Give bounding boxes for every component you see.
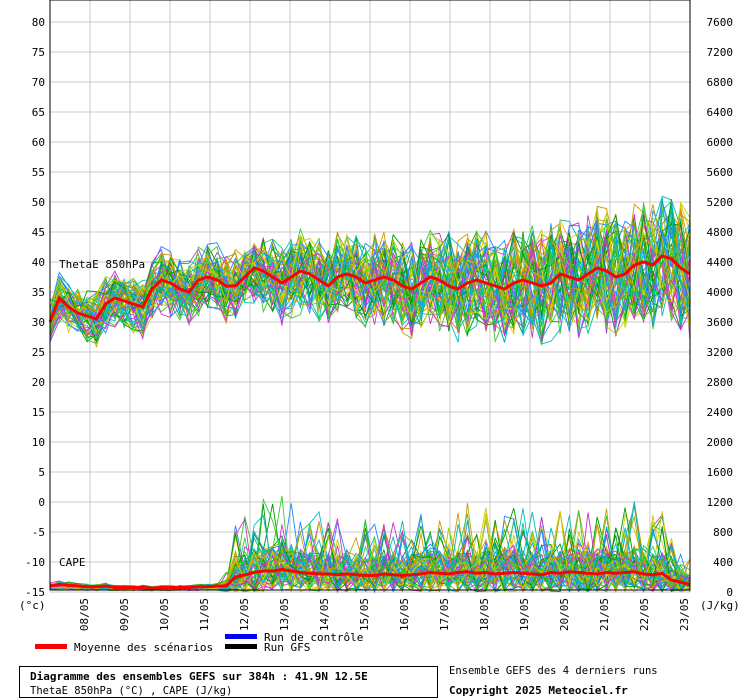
x-tick-label: 20/05: [558, 598, 571, 631]
left-tick-label: 35: [32, 286, 45, 299]
ensemble-member-thetae: [49, 205, 691, 329]
x-tick-label: 17/05: [438, 598, 451, 631]
right-tick-label: 2000: [707, 436, 734, 449]
legend-label-mean: Moyenne des scénarios: [74, 641, 213, 654]
left-tick-label: 75: [32, 46, 45, 59]
plot-frame: [49, 0, 691, 591]
x-axis-ticks: 08/05 09/05 10/05 11/05 12/05 13/05 14/05 15/05…: [78, 598, 691, 631]
ensemble-info: Ensemble GEFS des 4 derniers runs: [449, 665, 658, 677]
mean-thetae-line: [48, 254, 691, 323]
right-tick-label: 800: [713, 526, 733, 539]
left-tick-label: 60: [32, 136, 45, 149]
ensemble-member-thetae: [49, 199, 691, 330]
x-tick-label: 10/05: [158, 598, 171, 631]
left-tick-label: 55: [32, 166, 45, 179]
x-tick-label: 09/05: [118, 598, 131, 631]
chart-title: Diagramme des ensembles GEFS sur 384h : …: [30, 670, 368, 683]
thetae-annotation: ThetaE 850hPa: [59, 258, 145, 271]
left-tick-label: 5: [38, 466, 45, 479]
ensemble-members: [49, 195, 691, 594]
right-tick-label: 7200: [707, 46, 734, 59]
title-box: Diagramme des ensembles GEFS sur 384h : …: [19, 666, 438, 698]
ensemble-member-thetae: [49, 207, 691, 315]
right-tick-label: 1200: [707, 496, 734, 509]
left-tick-label: 70: [32, 76, 45, 89]
legend-label-gfs: Run GFS: [264, 641, 310, 654]
left-tick-label: 80: [32, 16, 45, 29]
legend-swatch-gfs: [225, 644, 257, 649]
legend-label-control: Run de contrôle: [264, 631, 363, 644]
ensemble-member-thetae: [49, 213, 691, 337]
x-tick-label: 18/05: [478, 598, 491, 631]
x-tick-label: 14/05: [318, 598, 331, 631]
right-tick-label: 2400: [707, 406, 734, 419]
x-tick-label: 19/05: [518, 598, 531, 631]
ensemble-member-thetae: [49, 213, 691, 317]
right-tick-label: 2800: [707, 376, 734, 389]
right-tick-label: 6000: [707, 136, 734, 149]
x-tick-label: 21/05: [598, 598, 611, 631]
left-tick-label: -5: [32, 526, 45, 539]
ensemble-member-thetae: [49, 211, 691, 345]
legend: Moyenne des scénarios Run de contrôle Ru…: [35, 631, 363, 654]
right-tick-label: 0: [726, 586, 733, 599]
x-tick-label: 22/05: [638, 598, 651, 631]
x-tick-label: 13/05: [278, 598, 291, 631]
x-tick-label: 16/05: [398, 598, 411, 631]
copyright: Copyright 2025 Meteociel.fr: [449, 684, 628, 697]
left-tick-label: -15: [25, 586, 45, 599]
left-tick-label: 50: [32, 196, 45, 209]
left-tick-label: 10: [32, 436, 45, 449]
x-tick-label: 12/05: [238, 598, 251, 631]
legend-swatch-mean: [35, 644, 67, 649]
chart-subtitle: ThetaE 850hPa (°C) , CAPE (J/kg): [30, 685, 233, 697]
ensemble-member-thetae: [49, 219, 691, 334]
right-tick-label: 5600: [707, 166, 734, 179]
right-tick-label: 6400: [707, 106, 734, 119]
right-tick-label: 4400: [707, 256, 734, 269]
x-tick-label: 08/05: [78, 598, 91, 631]
x-tick-label: 15/05: [358, 598, 371, 631]
left-tick-label: 45: [32, 226, 45, 239]
left-tick-label: 65: [32, 106, 45, 119]
legend-swatch-control: [225, 634, 257, 639]
ensemble-member-thetae: [49, 238, 691, 341]
right-tick-label: 5200: [707, 196, 734, 209]
left-tick-label: 30: [32, 316, 45, 329]
right-axis-unit: (J/kg): [700, 599, 740, 612]
right-tick-label: 7600: [707, 16, 734, 29]
left-axis-unit: (°c): [19, 599, 46, 612]
right-tick-label: 3600: [707, 316, 734, 329]
left-tick-label: 0: [38, 496, 45, 509]
right-tick-label: 1600: [707, 466, 734, 479]
left-tick-label: 25: [32, 346, 45, 359]
cape-annotation: CAPE: [59, 556, 86, 569]
right-tick-label: 4000: [707, 286, 734, 299]
right-tick-label: 6800: [707, 76, 734, 89]
x-tick-label: 23/05: [678, 598, 691, 631]
right-tick-label: 400: [713, 556, 733, 569]
right-axis-ticks: 7600720068006400600056005200480044004000…: [707, 16, 734, 599]
left-tick-label: -10: [25, 556, 45, 569]
right-tick-label: 3200: [707, 346, 734, 359]
mean-series: [48, 254, 691, 590]
left-tick-label: 40: [32, 256, 45, 269]
left-tick-label: 20: [32, 376, 45, 389]
ensemble-member-thetae: [49, 218, 691, 333]
left-tick-label: 15: [32, 406, 45, 419]
right-tick-label: 4800: [707, 226, 734, 239]
mean-cape-line: [49, 567, 691, 590]
x-tick-label: 11/05: [198, 598, 211, 631]
